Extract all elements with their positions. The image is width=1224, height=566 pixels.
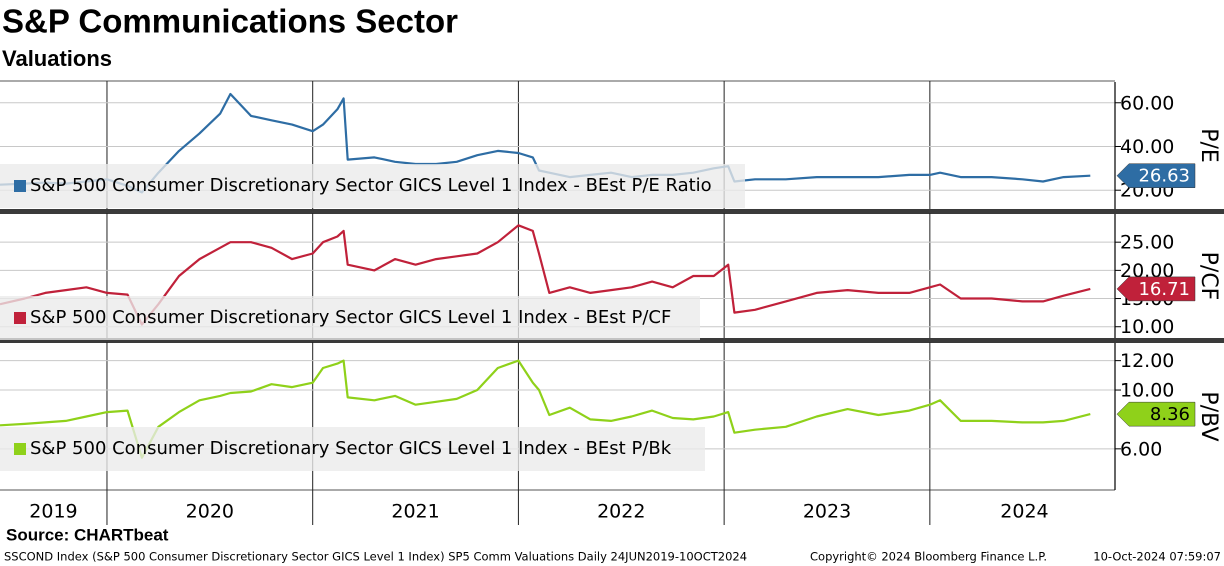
panel-separator xyxy=(0,338,1224,343)
legend-label: S&P 500 Consumer Discretionary Sector GI… xyxy=(30,307,671,328)
legend-label: S&P 500 Consumer Discretionary Sector GI… xyxy=(30,175,712,196)
series-line xyxy=(0,224,1091,326)
chart-title: S&P Communications Sector xyxy=(2,3,458,40)
y-axis-label: P/BV xyxy=(1196,391,1221,441)
source: Source: CHARTbeat xyxy=(6,525,169,544)
y-tick-label: 25.00 xyxy=(1120,232,1174,254)
legend-box xyxy=(0,296,700,340)
footer-left: SSCOND Index (S&P 500 Consumer Discretio… xyxy=(4,550,747,564)
panel-separator xyxy=(0,209,1224,214)
x-tick-label: 2024 xyxy=(1000,501,1048,523)
y-tick-label: 12.00 xyxy=(1120,350,1174,372)
x-tick-label: 2020 xyxy=(186,501,234,523)
last-value-badge xyxy=(1116,163,1196,188)
legend-swatch xyxy=(14,443,26,455)
legend-box xyxy=(0,164,745,208)
y-axis-label: P/E xyxy=(1196,128,1221,163)
y-tick-label: 6.00 xyxy=(1120,438,1162,460)
series-line xyxy=(0,92,1091,194)
y-tick-label: 40.00 xyxy=(1120,136,1174,158)
legend-swatch xyxy=(14,312,26,324)
y-tick-label: 10.00 xyxy=(1120,316,1174,338)
legend-box xyxy=(0,427,705,471)
x-tick-label: 2023 xyxy=(803,501,851,523)
last-value-badge xyxy=(1116,401,1196,427)
x-tick-label: 2019 xyxy=(29,501,77,523)
footer-center: Copyright© 2024 Bloomberg Finance L.P. xyxy=(810,550,1047,564)
y-tick-label: 60.00 xyxy=(1120,92,1174,114)
legend-swatch xyxy=(14,180,26,192)
last-value-label: 16.71 xyxy=(1138,279,1190,300)
last-value-label: 8.36 xyxy=(1150,404,1190,425)
chart-subtitle: Valuations xyxy=(2,46,112,71)
x-tick-label: 2021 xyxy=(391,501,439,523)
last-value-label: 26.63 xyxy=(1138,166,1190,187)
y-tick-label: 20.00 xyxy=(1120,260,1174,282)
last-value-badge xyxy=(1116,276,1196,302)
series-line xyxy=(0,359,1091,459)
y-tick-label: 10.00 xyxy=(1120,380,1174,402)
x-tick-label: 2022 xyxy=(597,501,645,523)
y-axis-label: P/CF xyxy=(1196,252,1221,301)
footer-right: 10-Oct-2024 07:59:07 xyxy=(1093,550,1221,564)
legend-label: S&P 500 Consumer Discretionary Sector GI… xyxy=(30,438,672,459)
